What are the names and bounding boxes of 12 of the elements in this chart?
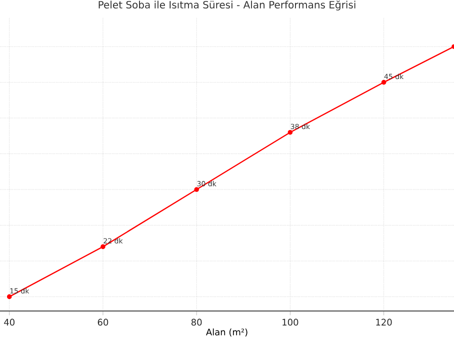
point — [381, 80, 386, 85]
x-tick-label: 100 — [282, 318, 298, 326]
point — [6, 294, 12, 300]
x-axis-title: Alan (m²) — [206, 328, 248, 337]
point — [288, 130, 293, 135]
x-tick-label: 120 — [376, 318, 392, 326]
chart-title: Pelet Soba ile Isıtma Süresi - Alan Performans Eğrisi — [98, 0, 356, 10]
x-tick-label: 40 — [4, 318, 14, 326]
point — [194, 187, 199, 192]
point — [100, 244, 106, 250]
x-tick-label: 60 — [98, 318, 108, 326]
x-tick-label: 80 — [191, 318, 202, 326]
